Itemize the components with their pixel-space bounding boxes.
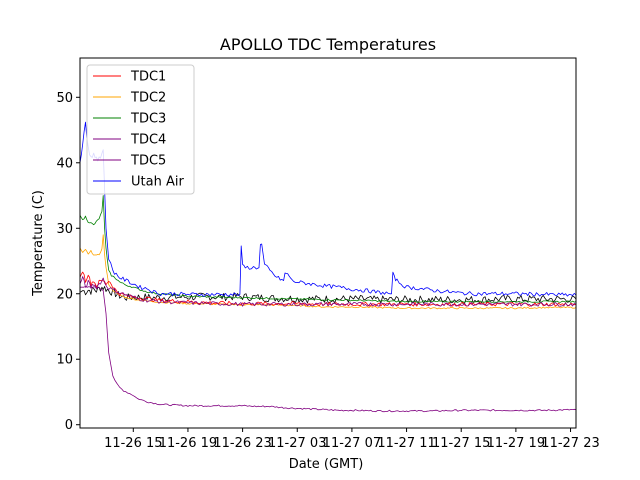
x-tick-label: 11-27 07 [323,436,381,451]
series-line-tdc5 [79,276,577,307]
series-line-tdc3 [79,195,577,303]
legend-label: TDC4 [130,133,166,148]
y-tick-label: 20 [56,287,73,302]
legend-label: Utah Air [131,175,184,190]
series-line-utah-air [79,121,577,297]
series-line-tdc4 [80,286,577,413]
x-tick-label: 11-26 23 [213,436,271,451]
y-tick-label: 30 [56,222,73,237]
legend-label: TDC5 [130,154,166,169]
axes-frame [79,57,577,429]
series-line-tdc2 [79,234,577,310]
x-axis-label: Date (GMT) [289,457,364,472]
legend-label: TDC1 [130,70,166,85]
x-tick-label: 11-27 11 [377,436,435,451]
y-axis-label: Temperature (C) [31,190,46,297]
y-tick-label: 40 [56,156,73,171]
x-tick-label: 11-26 19 [159,436,217,451]
chart-title: APOLLO TDC Temperatures [220,35,436,54]
x-tick-label: 11-27 19 [487,436,545,451]
y-tick-label: 50 [56,91,73,106]
legend-label: TDC3 [130,112,166,127]
legend: TDC1 TDC2 TDC3 TDC4 TDC5 Utah Air [86,64,195,195]
legend-label: TDC2 [130,91,166,106]
series-lines [79,121,577,413]
x-tick-label: 11-27 03 [268,436,326,451]
x-tick-label: 11-27 23 [541,436,599,451]
x-tick-label: 11-27 15 [432,436,490,451]
x-tick-label: 11-26 15 [104,436,162,451]
y-tick-label: 10 [56,353,73,368]
y-tick-label: 0 [65,418,73,433]
